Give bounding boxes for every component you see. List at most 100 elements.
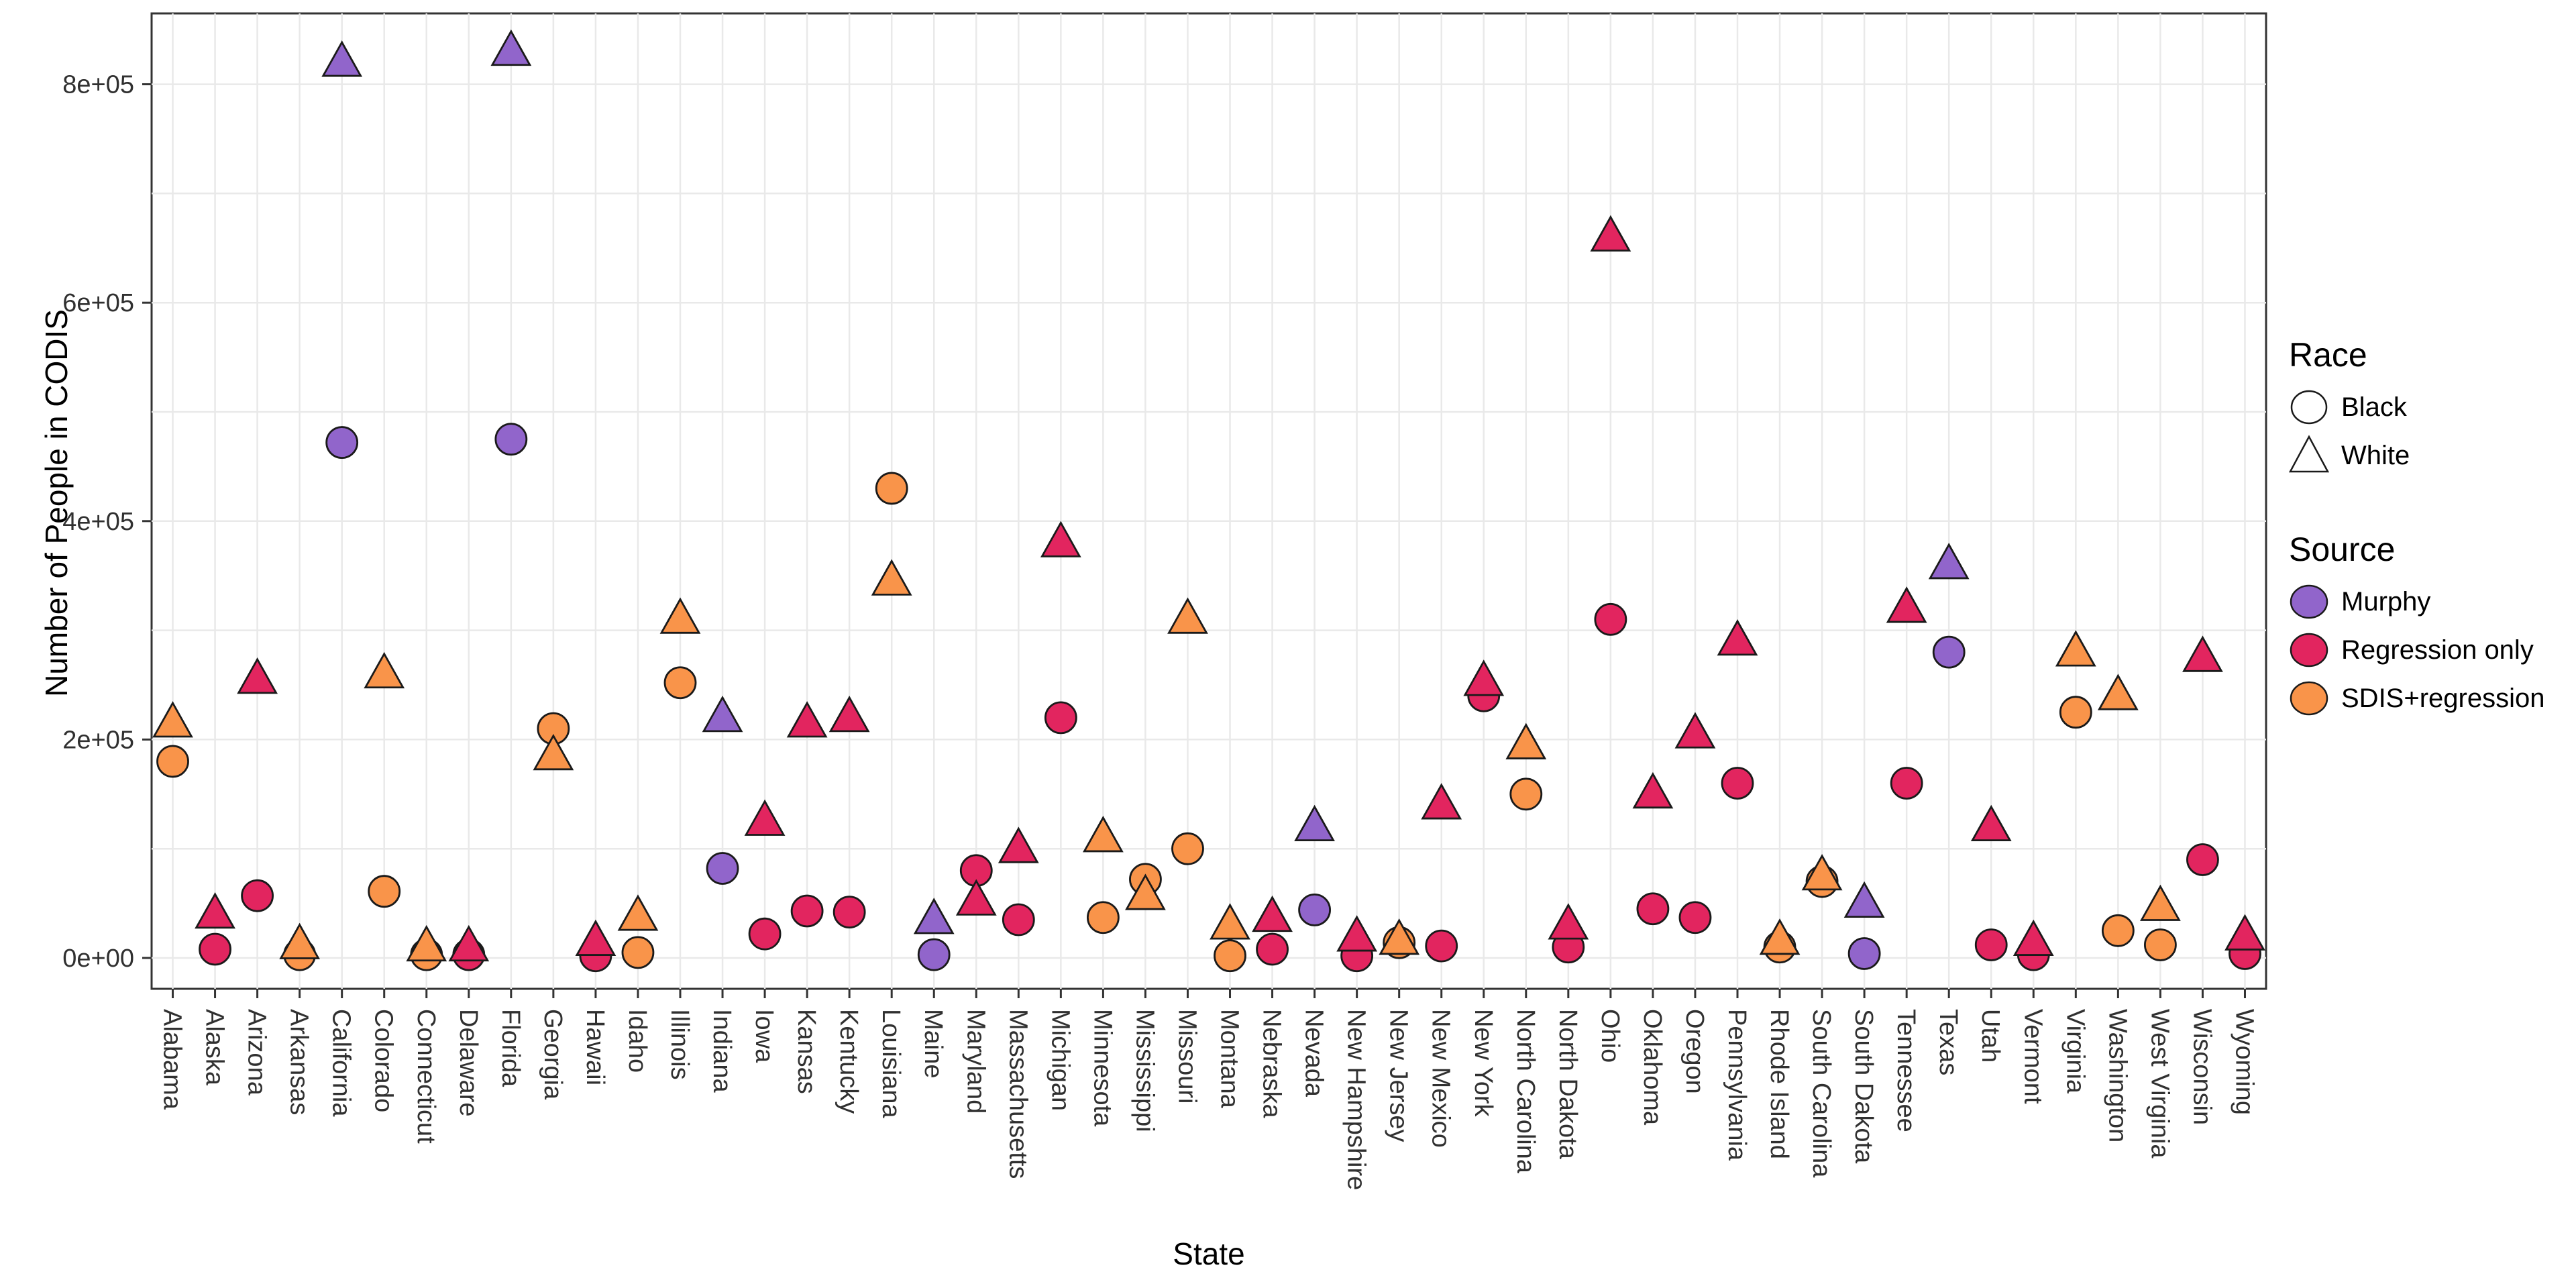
x-tick-label: California [327, 1009, 356, 1117]
x-tick-label: Iowa [750, 1009, 778, 1063]
data-point-circle-california [325, 426, 359, 459]
data-point-circle-washington [2101, 914, 2135, 947]
x-tick-label: Louisiana [877, 1009, 905, 1119]
data-point-triangle-north-carolina [1505, 722, 1547, 759]
circle-key-icon [2290, 390, 2328, 425]
data-point-triangle-maryland [955, 879, 997, 916]
triangle-key-icon [2289, 435, 2330, 473]
x-tick-label: Vermont [2019, 1009, 2047, 1104]
x-tick-label: Delaware [454, 1009, 482, 1117]
data-point-triangle-pennsylvania [1717, 619, 1758, 656]
legend-label: White [2341, 440, 2410, 470]
x-tick-label: South Carolina [1807, 1009, 1835, 1178]
data-point-circle-massachusetts [1002, 903, 1035, 936]
data-point-triangle-alabama [152, 701, 193, 738]
data-point-circle-missouri [1171, 832, 1204, 865]
data-point-circle-new-mexico [1425, 929, 1458, 963]
y-tick-label: 8e+05 [62, 71, 134, 99]
legend-source-title: Source [2289, 531, 2396, 568]
data-point-circle-nevada [1298, 893, 1331, 926]
data-point-circle-tennessee [1890, 767, 1923, 800]
data-point-triangle-new-jersey [1379, 918, 1420, 955]
data-point-triangle-ohio [1590, 215, 1631, 252]
x-tick-label: South Dakota [1849, 1009, 1878, 1164]
data-point-triangle-vermont [2012, 919, 2054, 956]
legend-label: Murphy [2341, 586, 2431, 616]
x-tick-label: Nevada [1300, 1009, 1328, 1097]
data-point-circle-north-carolina [1509, 777, 1543, 811]
x-tick-label: New Jersey [1385, 1009, 1413, 1142]
data-point-triangle-virginia [2055, 630, 2096, 667]
data-point-triangle-south-carolina [1801, 854, 1843, 891]
x-tick-label: New York [1469, 1009, 1497, 1118]
data-point-triangle-hawaii [575, 919, 616, 956]
data-point-triangle-oklahoma [1632, 771, 1674, 809]
sdis-regression-color-key-icon [2290, 681, 2328, 716]
y-tick-label: 0e+00 [62, 945, 134, 973]
legend-race-title: Race [2289, 336, 2367, 374]
legend-item-regression-only: Regression only [2289, 629, 2571, 671]
data-point-circle-maine [917, 938, 951, 971]
x-tick-label: Ohio [1596, 1009, 1624, 1063]
data-point-triangle-nebraska [1252, 895, 1293, 932]
x-axis-title: State [1173, 1236, 1245, 1271]
data-point-triangle-new-mexico [1421, 783, 1462, 820]
x-tick-label: Maine [919, 1009, 947, 1079]
x-tick-label: Kansas [792, 1009, 820, 1094]
data-point-circle-virginia [2059, 696, 2092, 729]
data-point-triangle-kentucky [828, 695, 870, 733]
x-tick-label: Florida [496, 1009, 525, 1087]
data-point-circle-texas [1932, 635, 1966, 669]
legend-item-murphy: Murphy [2289, 581, 2571, 623]
x-tick-label: New Mexico [1427, 1009, 1455, 1148]
data-point-triangle-louisiana [871, 559, 912, 596]
x-tick-label: Nebraska [1258, 1009, 1286, 1118]
data-point-triangle-wisconsin [2182, 635, 2223, 672]
data-point-circle-michigan [1044, 701, 1077, 735]
data-point-triangle-georgia [533, 733, 574, 771]
data-point-triangle-iowa [744, 799, 786, 836]
data-point-triangle-rhode-island [1759, 918, 1801, 955]
data-point-triangle-idaho [617, 894, 659, 931]
data-point-triangle-north-dakota [1548, 903, 1589, 940]
legend-label: Black [2341, 392, 2407, 422]
regression-only-color-key-icon [2290, 633, 2328, 667]
x-tick-label: North Carolina [1511, 1009, 1540, 1174]
x-tick-label: West Virginia [2145, 1009, 2174, 1159]
x-tick-label: Texas [1934, 1009, 1962, 1075]
x-tick-label: Maryland [961, 1009, 989, 1114]
data-point-circle-wisconsin [2186, 843, 2219, 876]
data-point-triangle-delaware [448, 924, 490, 962]
data-point-circle-alabama [156, 745, 189, 778]
data-point-triangle-washington [2097, 674, 2139, 710]
x-tick-label: Oklahoma [1638, 1009, 1666, 1126]
x-tick-label: Rhode Island [1765, 1009, 1793, 1159]
data-point-circle-iowa [748, 917, 782, 951]
data-point-triangle-nevada [1294, 804, 1335, 842]
data-point-triangle-new-hampshire [1336, 915, 1378, 952]
data-point-circle-nebraska [1256, 932, 1289, 966]
data-point-circle-minnesota [1087, 901, 1120, 934]
data-point-triangle-arizona [237, 657, 278, 694]
data-point-triangle-wyoming [2224, 914, 2265, 951]
x-tick-label: Pennsylvania [1723, 1009, 1751, 1161]
data-point-triangle-utah [1970, 804, 2012, 842]
x-tick-label: Wisconsin [2188, 1009, 2216, 1125]
legend-item-sdis-regression: SDIS+regression [2289, 678, 2571, 719]
x-tick-label: Alabama [158, 1009, 186, 1110]
data-point-circle-pennsylvania [1721, 767, 1754, 800]
data-point-triangle-arkansas [279, 922, 321, 959]
legend: Race Black White Source Murphy Regr [2289, 335, 2571, 726]
x-tick-label: Idaho [623, 1009, 651, 1073]
data-point-circle-south-dakota [1847, 937, 1881, 970]
data-point-circle-louisiana [875, 472, 908, 505]
x-tick-label: Montana [1216, 1009, 1244, 1109]
legend-item-black: Black [2289, 386, 2571, 428]
data-point-triangle-kansas [786, 701, 828, 738]
y-tick-label: 6e+05 [62, 289, 134, 317]
data-point-circle-kentucky [833, 896, 866, 929]
data-point-triangle-massachusetts [998, 826, 1039, 863]
data-point-circle-montana [1214, 939, 1246, 973]
x-tick-label: Massachusetts [1004, 1009, 1032, 1179]
x-tick-label: Indiana [708, 1009, 736, 1093]
